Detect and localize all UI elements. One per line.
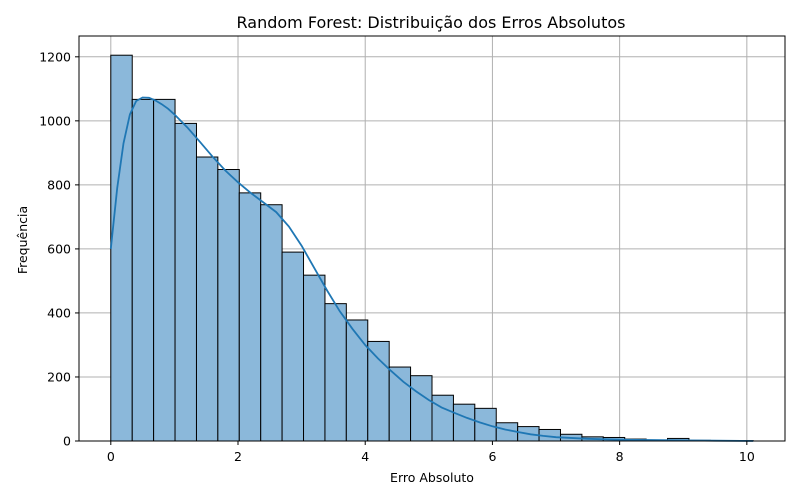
x-axis-label: Erro Absoluto bbox=[390, 470, 474, 485]
x-tick-label: 2 bbox=[234, 449, 242, 464]
y-tick-label: 200 bbox=[47, 369, 71, 384]
y-tick-label: 1000 bbox=[39, 113, 71, 128]
histogram-bar bbox=[303, 274, 326, 442]
y-tick-label: 600 bbox=[47, 241, 71, 256]
histogram-bar bbox=[345, 319, 369, 442]
histogram-bar bbox=[410, 375, 433, 442]
histogram-bar bbox=[174, 122, 197, 442]
kde-layer bbox=[109, 96, 754, 442]
y-tick-label: 0 bbox=[63, 434, 71, 449]
histogram-bar bbox=[238, 192, 262, 442]
y-tick-label: 400 bbox=[47, 305, 71, 320]
histogram-bar bbox=[217, 169, 240, 442]
histogram-bar bbox=[367, 340, 390, 442]
histogram-bar bbox=[110, 54, 133, 442]
x-axis-ticks: 0 2 4 6 8 10 bbox=[107, 441, 755, 464]
bars bbox=[110, 54, 754, 442]
x-tick-label: 8 bbox=[616, 449, 624, 464]
y-axis-ticks: 0 200 400 600 800 1000 1200 bbox=[39, 49, 79, 449]
histogram-bar bbox=[131, 98, 155, 442]
y-axis-label: Frequência bbox=[15, 206, 30, 274]
plot-frame bbox=[78, 35, 786, 442]
y-tick-label: 800 bbox=[47, 177, 71, 192]
y-tick-label: 1200 bbox=[39, 49, 71, 64]
histogram-bar bbox=[260, 204, 283, 442]
histogram-bar bbox=[452, 403, 476, 442]
histogram-bar bbox=[281, 251, 305, 442]
histogram-bar bbox=[324, 303, 347, 442]
chart-title: Random Forest: Distribuição dos Erros Ab… bbox=[237, 13, 626, 32]
histogram-bar bbox=[195, 156, 219, 442]
kde-line bbox=[109, 96, 754, 442]
histogram-bar bbox=[431, 394, 454, 442]
x-tick-label: 4 bbox=[361, 449, 369, 464]
x-tick-label: 10 bbox=[739, 449, 755, 464]
x-tick-label: 6 bbox=[488, 449, 496, 464]
histogram-bar bbox=[153, 98, 176, 442]
x-tick-label: 0 bbox=[107, 449, 115, 464]
